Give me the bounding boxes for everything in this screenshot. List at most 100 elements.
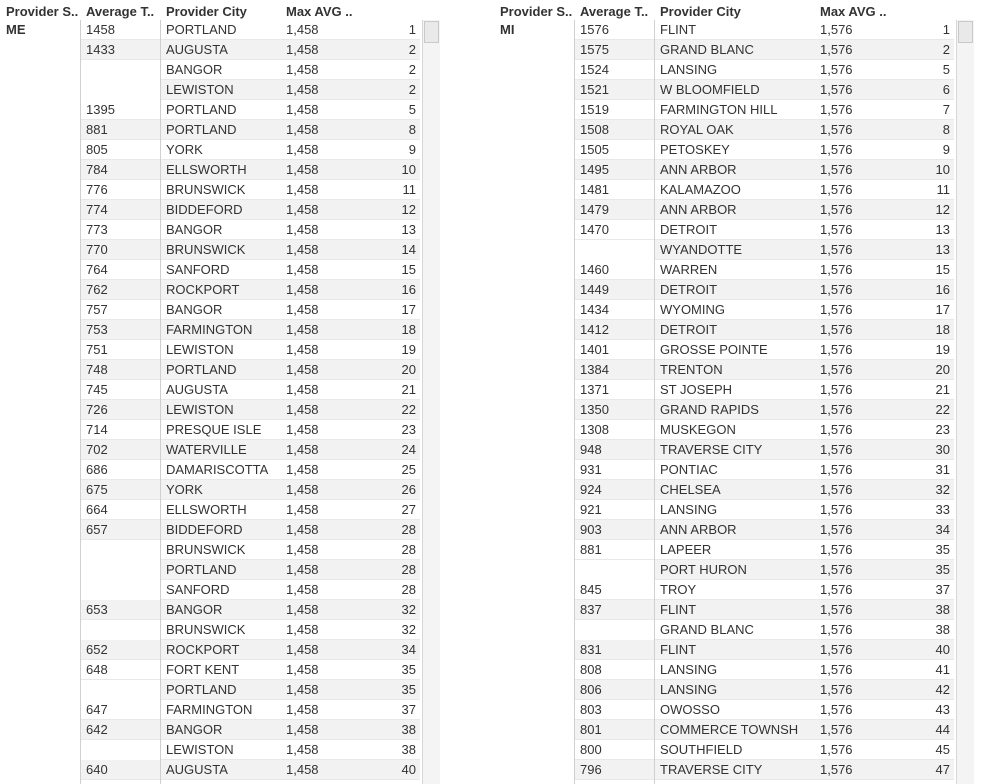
table-row[interactable]: 1521 W BLOOMFIELD 1,576 6 xyxy=(494,80,954,100)
table-row[interactable]: 675 YORK 1,458 26 xyxy=(0,480,420,500)
table-row[interactable]: 773 BANGOR 1,458 13 xyxy=(0,220,420,240)
table-row[interactable]: 948 TRAVERSE CITY 1,576 30 xyxy=(494,440,954,460)
header-provider-city[interactable]: Provider City xyxy=(166,4,247,19)
max-avg-cell: 1,576 xyxy=(820,242,853,257)
table-row[interactable]: 1505 PETOSKEY 1,576 9 xyxy=(494,140,954,160)
table-row[interactable]: PORTLAND 1,458 28 xyxy=(0,560,420,580)
table-row[interactable]: 845 TROY 1,576 37 xyxy=(494,580,954,600)
table-row[interactable]: 1412 DETROIT 1,576 18 xyxy=(494,320,954,340)
table-row[interactable]: 748 PORTLAND 1,458 20 xyxy=(0,360,420,380)
header-provider-city[interactable]: Provider City xyxy=(660,4,741,19)
table-row[interactable]: 1479 ANN ARBOR 1,576 12 xyxy=(494,200,954,220)
table-row[interactable]: 647 FARMINGTON 1,458 37 xyxy=(0,700,420,720)
row-background xyxy=(574,280,954,300)
table-row[interactable]: 652 ROCKPORT 1,458 34 xyxy=(0,640,420,660)
table-row[interactable]: 1576 FLINT 1,576 1 xyxy=(494,20,954,40)
table-row[interactable]: 1470 DETROIT 1,576 13 xyxy=(494,220,954,240)
table-row[interactable]: BRUNSWICK 1,458 32 xyxy=(0,620,420,640)
table-row[interactable]: 924 CHELSEA 1,576 32 xyxy=(494,480,954,500)
table-row[interactable]: 1524 LANSING 1,576 5 xyxy=(494,60,954,80)
row-background xyxy=(574,420,954,440)
table-row[interactable]: 1519 FARMINGTON HILL 1,576 7 xyxy=(494,100,954,120)
average-cell: 1524 xyxy=(580,62,609,77)
header-max-avg[interactable]: Max AVG .. xyxy=(820,4,887,19)
table-row[interactable]: 648 FORT KENT 1,458 35 xyxy=(0,660,420,680)
table-row[interactable]: PORTLAND 1,458 35 xyxy=(0,680,420,700)
table-row[interactable]: 764 SANFORD 1,458 15 xyxy=(0,260,420,280)
table-row[interactable]: 657 BIDDEFORD 1,458 28 xyxy=(0,520,420,540)
table-row[interactable]: 831 FLINT 1,576 40 xyxy=(494,640,954,660)
table-row[interactable]: 1449 DETROIT 1,576 16 xyxy=(494,280,954,300)
table-row[interactable]: 808 LANSING 1,576 41 xyxy=(494,660,954,680)
table-row[interactable]: 762 ROCKPORT 1,458 16 xyxy=(0,280,420,300)
table-row[interactable]: PORT HURON 1,576 35 xyxy=(494,560,954,580)
table-row[interactable]: 784 ELLSWORTH 1,458 10 xyxy=(0,160,420,180)
max-avg-cell: 1,576 xyxy=(820,62,853,77)
table-row[interactable]: 803 OWOSSO 1,576 43 xyxy=(494,700,954,720)
table-row[interactable]: BRUNSWICK 1,458 28 xyxy=(0,540,420,560)
row-background xyxy=(160,620,420,640)
table-row[interactable]: 1371 ST JOSEPH 1,576 21 xyxy=(494,380,954,400)
table-row[interactable]: 1460 WARREN 1,576 15 xyxy=(494,260,954,280)
table-row[interactable]: WYANDOTTE 1,576 13 xyxy=(494,240,954,260)
table-row[interactable]: 1384 TRENTON 1,576 20 xyxy=(494,360,954,380)
table-row[interactable]: LEWISTON 1,458 38 xyxy=(0,740,420,760)
table-row[interactable]: SANFORD 1,458 28 xyxy=(0,580,420,600)
table-row[interactable]: 753 FARMINGTON 1,458 18 xyxy=(0,320,420,340)
table-row[interactable]: 1481 KALAMAZOO 1,576 11 xyxy=(494,180,954,200)
table-row[interactable]: 800 SOUTHFIELD 1,576 45 xyxy=(494,740,954,760)
table-row[interactable]: 1434 WYOMING 1,576 17 xyxy=(494,300,954,320)
max-avg-cell: 1,458 xyxy=(286,402,319,417)
table-row[interactable]: 881 PORTLAND 1,458 8 xyxy=(0,120,420,140)
table-row[interactable]: 921 LANSING 1,576 33 xyxy=(494,500,954,520)
table-row[interactable]: 1395 PORTLAND 1,458 5 xyxy=(0,100,420,120)
table-row[interactable]: 881 LAPEER 1,576 35 xyxy=(494,540,954,560)
header-max-avg[interactable]: Max AVG .. xyxy=(286,4,353,19)
row-background xyxy=(80,320,420,340)
table-row[interactable]: 1433 AUGUSTA 1,458 2 xyxy=(0,40,420,60)
header-provider-state[interactable]: Provider S.. xyxy=(6,4,79,19)
max-avg-cell: 1,576 xyxy=(820,142,853,157)
scrollbar-thumb[interactable] xyxy=(958,21,973,43)
table-row[interactable]: 1575 GRAND BLANC 1,576 2 xyxy=(494,40,954,60)
table-row[interactable]: 805 YORK 1,458 9 xyxy=(0,140,420,160)
vertical-scrollbar[interactable] xyxy=(422,20,440,784)
table-row[interactable]: 801 COMMERCE TOWNSH 1,576 44 xyxy=(494,720,954,740)
header-average[interactable]: Average T.. xyxy=(580,4,649,19)
table-row[interactable]: 745 AUGUSTA 1,458 21 xyxy=(0,380,420,400)
table-row[interactable]: 796 TRAVERSE CITY 1,576 47 xyxy=(494,760,954,780)
table-row[interactable]: 774 BIDDEFORD 1,458 12 xyxy=(0,200,420,220)
table-row[interactable]: 1401 GROSSE POINTE 1,576 19 xyxy=(494,340,954,360)
table-row[interactable]: 1495 ANN ARBOR 1,576 10 xyxy=(494,160,954,180)
header-average[interactable]: Average T.. xyxy=(86,4,155,19)
table-row[interactable]: GRAND BLANC 1,576 38 xyxy=(494,620,954,640)
table-row[interactable]: 751 LEWISTON 1,458 19 xyxy=(0,340,420,360)
table-row[interactable]: LEWISTON 1,458 2 xyxy=(0,80,420,100)
table-row[interactable]: 903 ANN ARBOR 1,576 34 xyxy=(494,520,954,540)
header-provider-state[interactable]: Provider S.. xyxy=(500,4,573,19)
table-row[interactable]: 1350 GRAND RAPIDS 1,576 22 xyxy=(494,400,954,420)
table-row[interactable]: 653 BANGOR 1,458 32 xyxy=(0,600,420,620)
table-row[interactable]: BANGOR 1,458 2 xyxy=(0,60,420,80)
city-cell: WYANDOTTE xyxy=(660,242,743,257)
table-row[interactable]: 1458 PORTLAND 1,458 1 xyxy=(0,20,420,40)
table-row[interactable]: 776 BRUNSWICK 1,458 11 xyxy=(0,180,420,200)
table-row[interactable]: 837 FLINT 1,576 38 xyxy=(494,600,954,620)
row-background xyxy=(574,200,954,220)
table-row[interactable]: 931 PONTIAC 1,576 31 xyxy=(494,460,954,480)
vertical-scrollbar[interactable] xyxy=(956,20,974,784)
scrollbar-thumb[interactable] xyxy=(424,21,439,43)
rank-cell: 28 xyxy=(401,542,416,557)
table-row[interactable]: 714 PRESQUE ISLE 1,458 23 xyxy=(0,420,420,440)
table-row[interactable]: 702 WATERVILLE 1,458 24 xyxy=(0,440,420,460)
table-row[interactable]: 686 DAMARISCOTTA 1,458 25 xyxy=(0,460,420,480)
table-row[interactable]: 642 BANGOR 1,458 38 xyxy=(0,720,420,740)
table-row[interactable]: 726 LEWISTON 1,458 22 xyxy=(0,400,420,420)
table-row[interactable]: 1308 MUSKEGON 1,576 23 xyxy=(494,420,954,440)
table-row[interactable]: 1508 ROYAL OAK 1,576 8 xyxy=(494,120,954,140)
table-row[interactable]: 770 BRUNSWICK 1,458 14 xyxy=(0,240,420,260)
table-row[interactable]: 757 BANGOR 1,458 17 xyxy=(0,300,420,320)
table-row[interactable]: 806 LANSING 1,576 42 xyxy=(494,680,954,700)
table-row[interactable]: 664 ELLSWORTH 1,458 27 xyxy=(0,500,420,520)
table-row[interactable]: 640 AUGUSTA 1,458 40 xyxy=(0,760,420,780)
